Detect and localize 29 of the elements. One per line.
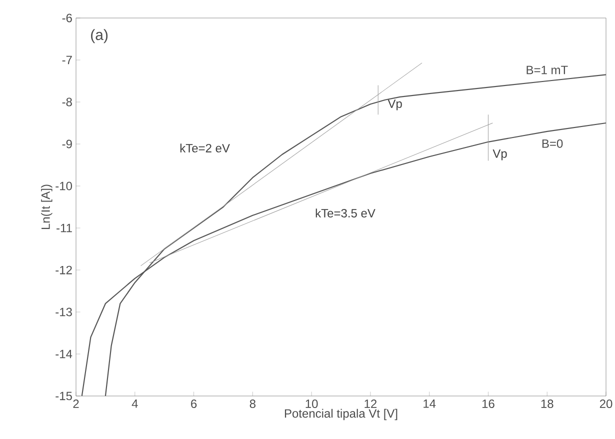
series-label: B=1 mT bbox=[526, 66, 568, 74]
series-label: B=0 bbox=[542, 139, 563, 148]
annotation: Vp bbox=[492, 149, 507, 160]
y-tick-label: -14 bbox=[56, 350, 72, 358]
y-tick-label: -7 bbox=[62, 56, 72, 64]
y-tick-label: -10 bbox=[56, 182, 72, 190]
x-tick-label: 20 bbox=[600, 400, 612, 408]
y-tick-label: -11 bbox=[56, 224, 72, 232]
y-axis-title: Ln(It [A]) bbox=[41, 184, 52, 230]
x-tick-label: 2 bbox=[73, 400, 79, 408]
x-tick-label: 18 bbox=[541, 400, 554, 408]
x-tick-label: 6 bbox=[191, 400, 197, 408]
annotation: kTe=2 eV bbox=[180, 144, 230, 152]
x-tick-label: 4 bbox=[132, 400, 138, 408]
annotation: Vp bbox=[388, 100, 402, 110]
x-tick-label: 12 bbox=[364, 400, 377, 408]
y-tick-label: -15 bbox=[56, 392, 72, 400]
y-tick-label: -12 bbox=[56, 266, 72, 274]
annotation: (a) bbox=[91, 29, 108, 44]
x-tick-label: 16 bbox=[482, 400, 494, 408]
x-tick-label: 14 bbox=[424, 400, 436, 408]
y-tick-label: -13 bbox=[56, 308, 72, 316]
x-axis-title: Potencial tipala Vt [V] bbox=[284, 408, 398, 420]
y-tick-label: -8 bbox=[62, 98, 72, 106]
y-tick-label: -6 bbox=[62, 14, 72, 22]
x-tick-label: 8 bbox=[250, 400, 256, 408]
x-tick-label: 10 bbox=[306, 400, 318, 408]
y-tick-label: -9 bbox=[62, 140, 72, 148]
annotation: kTe=3.5 eV bbox=[316, 208, 376, 218]
